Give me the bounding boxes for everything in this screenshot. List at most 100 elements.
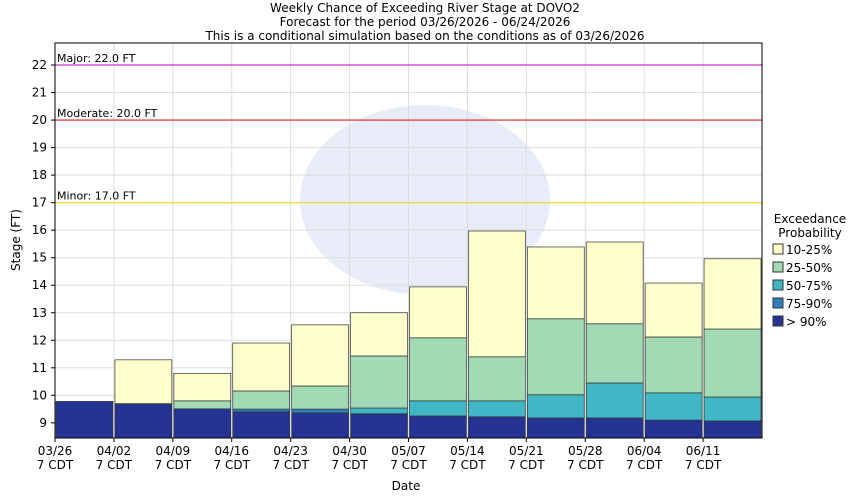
- x-tick-label: 03/26: [38, 444, 73, 458]
- x-tick-sublabel: 7 CDT: [390, 458, 427, 472]
- x-tick-sublabel: 7 CDT: [508, 458, 545, 472]
- x-tick-label: 04/30: [332, 444, 367, 458]
- plot-frame: [54, 42, 763, 439]
- x-tick-sublabel: 7 CDT: [155, 458, 192, 472]
- legend-swatch: [772, 315, 784, 327]
- chart-title: Forecast for the period 03/26/2026 - 06/…: [280, 15, 571, 29]
- legend-swatch: [772, 261, 784, 273]
- bar-segment: [468, 356, 526, 402]
- bar-segment: [350, 355, 408, 409]
- bar-segment: [55, 401, 114, 439]
- x-tick-sublabel: 7 CDT: [272, 458, 309, 472]
- bar-segment: [409, 415, 467, 439]
- x-tick-label: 04/23: [273, 444, 308, 458]
- bar-segment: [232, 408, 291, 413]
- legend-label: > 90%: [786, 315, 827, 329]
- bar-segment: [232, 342, 291, 392]
- legend-swatch: [772, 297, 784, 309]
- x-tick-sublabel: 7 CDT: [449, 458, 486, 472]
- threshold-label: Major: 22.0 FT: [57, 52, 136, 65]
- bar-segment: [409, 286, 467, 339]
- bar-segment: [703, 420, 762, 439]
- y-tick-label: 16: [32, 223, 47, 237]
- y-tick-label: 10: [32, 388, 47, 402]
- x-tick-label: 05/14: [450, 444, 485, 458]
- x-tick-sublabel: 7 CDT: [214, 458, 251, 472]
- bar-segment: [526, 318, 585, 396]
- y-tick-label: 11: [32, 361, 47, 375]
- bar-segment: [644, 282, 703, 338]
- x-tick-label: 04/02: [97, 444, 132, 458]
- bar-segment: [468, 400, 526, 418]
- legend-swatch: [772, 243, 784, 255]
- bar-segment: [409, 400, 467, 417]
- legend-title: Exceedance Probability: [773, 212, 847, 240]
- x-tick-sublabel: 7 CDT: [37, 458, 74, 472]
- x-tick-sublabel: 7 CDT: [626, 458, 663, 472]
- threshold-label: Minor: 17.0 FT: [57, 190, 136, 203]
- bar-segment: [114, 403, 173, 439]
- x-axis-label: Date: [392, 479, 421, 493]
- legend-swatch: [772, 279, 784, 291]
- bar-segment: [468, 416, 526, 439]
- bar-segment: [644, 392, 703, 421]
- bar-segment: [526, 394, 585, 419]
- y-tick-label: 21: [32, 86, 47, 100]
- y-tick-label: 19: [32, 141, 47, 155]
- bar-segment: [644, 336, 703, 394]
- bar-segment: [173, 408, 232, 439]
- x-tick-label: 05/07: [391, 444, 426, 458]
- legend-label: 50-75%: [786, 279, 832, 293]
- bar-segment: [585, 417, 644, 439]
- bar-segment: [291, 412, 349, 439]
- bar-segment: [232, 390, 291, 410]
- legend-label: 75-90%: [786, 297, 832, 311]
- x-tick-label: 05/28: [568, 444, 603, 458]
- y-tick-label: 12: [32, 333, 47, 347]
- x-tick-label: 04/16: [214, 444, 249, 458]
- bar-segment: [350, 407, 408, 415]
- y-tick-label: 13: [32, 306, 47, 320]
- y-tick-label: 15: [32, 251, 47, 265]
- legend-label: 10-25%: [786, 243, 832, 257]
- chart-title: Weekly Chance of Exceeding River Stage a…: [270, 1, 580, 15]
- y-tick-label: 20: [32, 113, 47, 127]
- bar-segment: [291, 324, 349, 387]
- x-tick-label: 04/09: [156, 444, 191, 458]
- x-tick-label: 06/04: [627, 444, 662, 458]
- chart-title: This is a conditional simulation based o…: [204, 29, 644, 43]
- y-tick-label: 9: [39, 416, 47, 430]
- bar-segment: [173, 400, 232, 410]
- bar-segment: [291, 385, 349, 410]
- bar-segment: [644, 419, 703, 439]
- x-tick-sublabel: 7 CDT: [685, 458, 722, 472]
- legend-label: 25-50%: [786, 261, 832, 275]
- bar-segment: [526, 246, 585, 320]
- y-axis-label: Stage (FT): [9, 209, 23, 271]
- threshold-label: Moderate: 20.0 FT: [57, 107, 158, 120]
- bar-segment: [350, 413, 408, 439]
- bar-segment: [114, 359, 173, 404]
- bar-segment: [526, 417, 585, 439]
- bar-segment: [350, 312, 408, 357]
- x-tick-sublabel: 7 CDT: [96, 458, 133, 472]
- bar-segment: [585, 241, 644, 325]
- y-tick-label: 18: [32, 168, 47, 182]
- bar-segment: [173, 372, 232, 402]
- bar-segment: [291, 408, 349, 414]
- bar-segment: [703, 258, 762, 330]
- x-tick-sublabel: 7 CDT: [331, 458, 368, 472]
- y-tick-label: 22: [32, 58, 47, 72]
- x-tick-sublabel: 7 CDT: [567, 458, 604, 472]
- bar-segment: [703, 396, 762, 422]
- bar-segment: [703, 328, 762, 398]
- bar-segment: [585, 382, 644, 419]
- bar-segment: [468, 230, 526, 358]
- bar-segment: [585, 323, 644, 384]
- bar-segment: [232, 411, 291, 439]
- x-tick-label: 05/21: [509, 444, 544, 458]
- bar-segment: [409, 337, 467, 402]
- x-tick-label: 06/11: [686, 444, 721, 458]
